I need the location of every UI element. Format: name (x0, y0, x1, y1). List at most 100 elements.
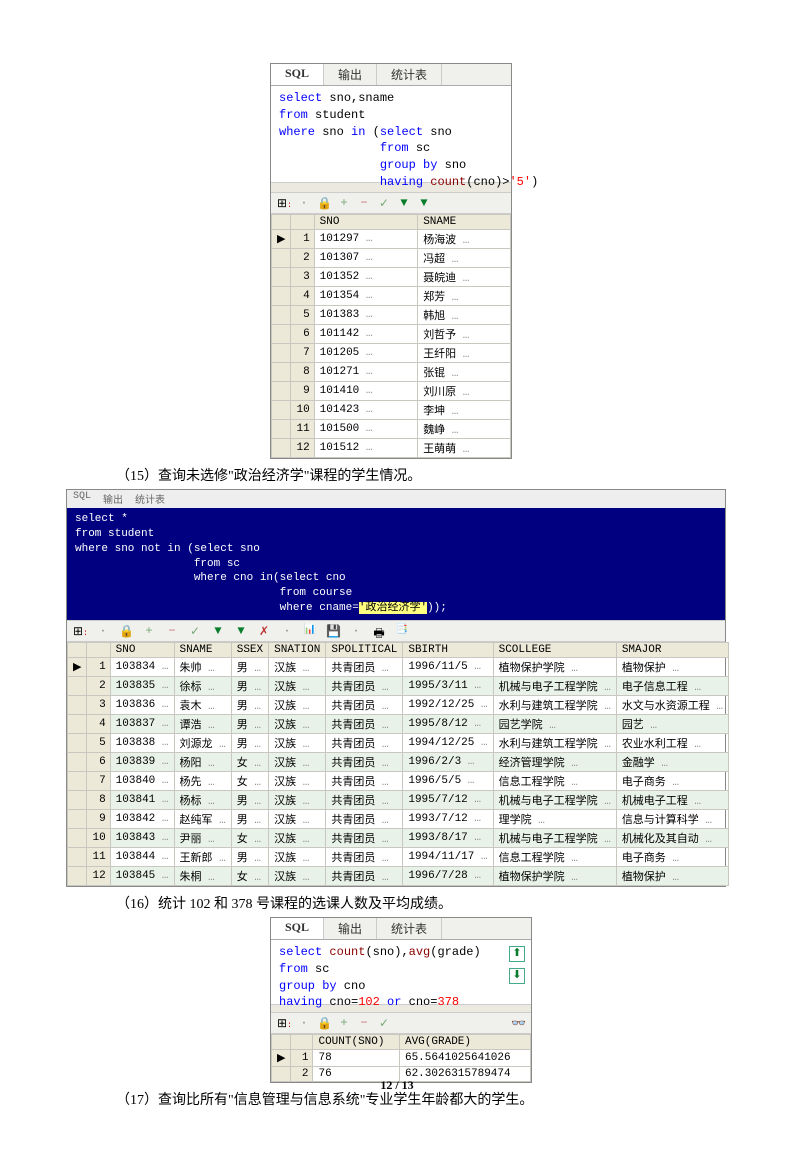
cell[interactable]: 李坤 … (418, 401, 511, 420)
cell[interactable]: 1992/12/25 … (403, 695, 493, 714)
grid-icon[interactable]: ⊞: (277, 1016, 291, 1030)
column-header[interactable]: SMAJOR (616, 642, 728, 657)
cell[interactable]: 王新郎 … (174, 847, 231, 866)
cell[interactable]: 汉族 … (269, 733, 326, 752)
tab-output-mini[interactable]: 输出 (103, 491, 123, 507)
sql-editor-3[interactable]: select count(sno),avg(grade)from scgroup… (271, 940, 531, 1004)
cell[interactable]: 聂皖迪 … (418, 268, 511, 287)
cell[interactable]: 电子商务 … (616, 847, 728, 866)
cell[interactable]: 水利与建筑工程学院 … (493, 733, 616, 752)
cell[interactable]: 103842 … (110, 809, 174, 828)
column-header[interactable]: SBIRTH (403, 642, 493, 657)
cell[interactable]: 信息与计算科学 … (616, 809, 728, 828)
column-header[interactable]: AVG(GRADE) (399, 1034, 530, 1049)
cell[interactable]: 共青团员 … (326, 676, 403, 695)
cell[interactable]: 刘源龙 … (174, 733, 231, 752)
cell[interactable]: 机械与电子工程学院 … (493, 790, 616, 809)
check-icon[interactable]: ✓ (377, 1016, 391, 1030)
cell[interactable]: 女 … (231, 866, 268, 885)
cell[interactable]: 朱帅 … (174, 657, 231, 676)
cell[interactable]: 共青团员 … (326, 828, 403, 847)
cell[interactable]: 汉族 … (269, 676, 326, 695)
tab-output[interactable]: 输出 (324, 918, 377, 939)
save-icon[interactable]: 💾 (326, 624, 340, 638)
cell[interactable]: 王纤阳 … (418, 344, 511, 363)
cell[interactable]: 103839 … (110, 752, 174, 771)
cell[interactable]: 1995/3/11 … (403, 676, 493, 695)
check-icon[interactable]: ✓ (188, 624, 202, 638)
plus-icon[interactable]: + (337, 196, 351, 210)
cell[interactable]: 1994/12/25 … (403, 733, 493, 752)
cell[interactable]: 65.5641025641026 (399, 1049, 530, 1066)
cell[interactable]: 1994/11/17 … (403, 847, 493, 866)
cell[interactable]: 汉族 … (269, 847, 326, 866)
cell[interactable]: 1995/8/12 … (403, 714, 493, 733)
tab-output[interactable]: 输出 (324, 64, 377, 85)
cell[interactable]: 1996/2/3 … (403, 752, 493, 771)
grid-icon[interactable]: ⊞: (277, 196, 291, 210)
tab-stats[interactable]: 统计表 (377, 918, 442, 939)
arrow-down-icon[interactable]: ▼ (397, 196, 411, 210)
cell[interactable]: 共青团员 … (326, 714, 403, 733)
export-icon[interactable]: 📑 (395, 624, 409, 638)
cell[interactable]: 共青团员 … (326, 790, 403, 809)
cell[interactable]: 男 … (231, 847, 268, 866)
cell[interactable]: 金融学 … (616, 752, 728, 771)
column-header[interactable]: SNAME (174, 642, 231, 657)
minus-icon[interactable]: − (357, 196, 371, 210)
cell[interactable]: 103837 … (110, 714, 174, 733)
cell[interactable]: 1996/5/5 … (403, 771, 493, 790)
cell[interactable]: 共青团员 … (326, 695, 403, 714)
cell[interactable]: 刘川原 … (418, 382, 511, 401)
cell[interactable]: 植物保护学院 … (493, 866, 616, 885)
cell[interactable]: 郑芳 … (418, 287, 511, 306)
binoculars-icon[interactable]: 👓 (511, 1016, 525, 1030)
minus-icon[interactable]: − (357, 1016, 371, 1030)
cell[interactable]: 78 (313, 1049, 400, 1066)
cell[interactable]: 植物保护 … (616, 657, 728, 676)
cell[interactable]: 杨阳 … (174, 752, 231, 771)
cell[interactable]: 女 … (231, 752, 268, 771)
cell[interactable]: 汉族 … (269, 695, 326, 714)
cell[interactable]: 汉族 … (269, 657, 326, 676)
cell[interactable]: 男 … (231, 676, 268, 695)
cell[interactable]: 徐标 … (174, 676, 231, 695)
cell[interactable]: 男 … (231, 733, 268, 752)
sql-editor-1[interactable]: select sno,snamefrom studentwhere sno in… (271, 86, 511, 182)
cell[interactable]: 101142 … (314, 325, 418, 344)
cell[interactable]: 共青团员 … (326, 771, 403, 790)
cell[interactable]: 103835 … (110, 676, 174, 695)
cell[interactable]: 101352 … (314, 268, 418, 287)
cell[interactable]: 汉族 … (269, 771, 326, 790)
cell[interactable]: 机械与电子工程学院 … (493, 676, 616, 695)
cell[interactable]: 魏峥 … (418, 420, 511, 439)
cell[interactable]: 101205 … (314, 344, 418, 363)
cell[interactable]: 韩旭 … (418, 306, 511, 325)
cell[interactable]: 101423 … (314, 401, 418, 420)
cell[interactable]: 男 … (231, 657, 268, 676)
cell[interactable]: 水利与建筑工程学院 … (493, 695, 616, 714)
cell[interactable]: 机械与电子工程学院 … (493, 828, 616, 847)
cell[interactable]: 汉族 … (269, 714, 326, 733)
cell[interactable]: 理学院 … (493, 809, 616, 828)
arrow-down-icon[interactable]: ▼ (417, 196, 431, 210)
cell[interactable]: 103838 … (110, 733, 174, 752)
cell[interactable]: 植物保护学院 … (493, 657, 616, 676)
cell[interactable]: 信息工程学院 … (493, 771, 616, 790)
result-grid-2[interactable]: SNOSNAMESSEXSNATIONSPOLITICALSBIRTHSCOLL… (67, 642, 725, 886)
tab-sql[interactable]: SQL (271, 64, 324, 85)
print-icon[interactable]: 🖶 (372, 624, 386, 638)
cell[interactable]: 共青团员 … (326, 752, 403, 771)
column-header[interactable]: COUNT(SNO) (313, 1034, 400, 1049)
cell[interactable]: 103840 … (110, 771, 174, 790)
cell[interactable]: 谭浩 … (174, 714, 231, 733)
tab-stats[interactable]: 统计表 (377, 64, 442, 85)
cell[interactable]: 冯超 … (418, 249, 511, 268)
cell[interactable]: 男 … (231, 695, 268, 714)
cell[interactable]: 男 … (231, 714, 268, 733)
cell[interactable]: 103843 … (110, 828, 174, 847)
cell[interactable]: 汉族 … (269, 752, 326, 771)
cell[interactable]: 女 … (231, 828, 268, 847)
cell[interactable]: 园艺 … (616, 714, 728, 733)
cell[interactable]: 103844 … (110, 847, 174, 866)
